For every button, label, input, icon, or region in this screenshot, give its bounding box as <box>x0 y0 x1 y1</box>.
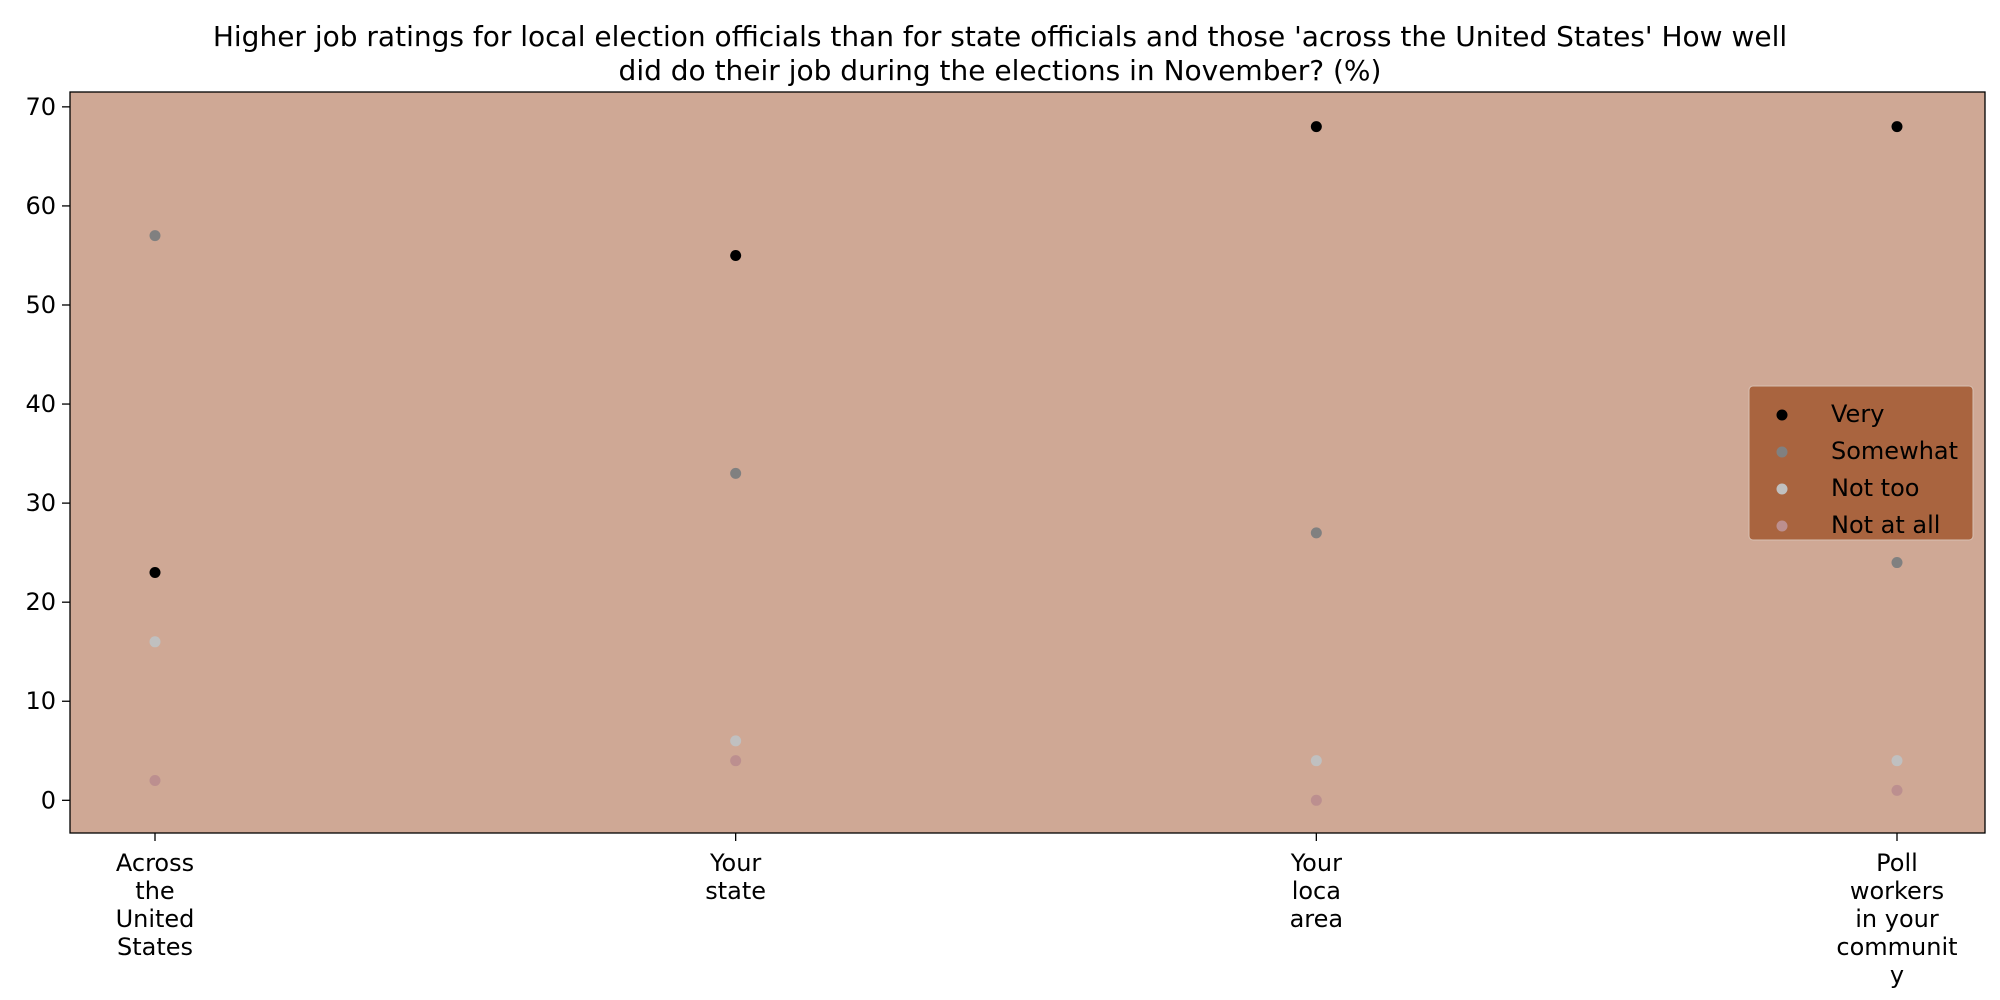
x-tick-label-line: state <box>705 877 766 905</box>
x-tick-label-line: States <box>117 933 193 961</box>
chart-title: Higher job ratings for local election of… <box>0 20 2000 88</box>
data-point <box>1310 527 1322 539</box>
data-point <box>1891 755 1903 767</box>
data-point <box>1310 794 1322 806</box>
x-tick-label: Your state <box>705 849 766 905</box>
x-tick-label-line: area <box>1290 905 1344 933</box>
data-point <box>1891 784 1903 796</box>
legend-marker <box>1776 520 1788 532</box>
y-tick-label: 30 <box>25 489 56 517</box>
x-tick-label-line: Your <box>709 849 761 877</box>
x-tick-label: Poll workers in your communit y <box>1836 849 1957 989</box>
legend-label: Not too <box>1831 474 1919 502</box>
chart-title-line-2: did do their job during the elections in… <box>618 54 1382 87</box>
x-tick-label-line: communit <box>1836 933 1957 961</box>
data-points <box>149 121 1903 806</box>
plot-area <box>70 92 1985 833</box>
x-tick-label-line: in your <box>1855 905 1939 933</box>
legend-marker <box>1776 446 1788 458</box>
legend-marker <box>1776 483 1788 495</box>
x-tick-label-line: Poll <box>1876 849 1918 877</box>
legend-label: Very <box>1831 400 1884 428</box>
plot-frame <box>69 91 1986 834</box>
data-point <box>730 249 742 261</box>
legend-box <box>1748 385 1974 541</box>
y-tick-label: 60 <box>25 192 56 220</box>
data-point <box>1891 121 1903 133</box>
data-point <box>730 735 742 747</box>
x-tick-label-line: loca <box>1292 877 1341 905</box>
x-tick-label-line: the <box>135 877 174 905</box>
y-tick-label: 20 <box>25 588 56 616</box>
data-point <box>1891 557 1903 569</box>
x-tick-label-line: United <box>116 905 195 933</box>
legend: Very Somewhat Not too Not at all <box>1748 385 1974 541</box>
data-point <box>149 774 161 786</box>
legend-marker <box>1776 409 1788 421</box>
y-tick-label: 10 <box>25 687 56 715</box>
x-tick-label: Across the United States <box>116 849 195 961</box>
y-tick-label: 50 <box>25 291 56 319</box>
data-point <box>730 755 742 767</box>
y-tick-label: 40 <box>25 390 56 418</box>
data-point <box>1310 121 1322 133</box>
data-point <box>149 636 161 648</box>
x-tick-label: Your loca area <box>1290 849 1344 933</box>
y-tick-label: 70 <box>25 93 56 121</box>
x-tick-label-line: Your <box>1290 849 1342 877</box>
x-tick-label-line: y <box>1890 961 1904 989</box>
legend-label: Somewhat <box>1831 437 1958 465</box>
y-axis: 0 10 20 30 40 50 60 70 <box>25 93 70 814</box>
data-point <box>730 467 742 479</box>
data-point <box>149 566 161 578</box>
x-tick-label-line: workers <box>1850 877 1944 905</box>
chart-title-line-1: Higher job ratings for local election of… <box>212 20 1788 53</box>
legend-label: Not at all <box>1831 511 1940 539</box>
data-point <box>1310 755 1322 767</box>
x-tick-label-line: Across <box>116 849 194 877</box>
data-point <box>149 230 161 242</box>
y-tick-label: 0 <box>41 786 56 814</box>
